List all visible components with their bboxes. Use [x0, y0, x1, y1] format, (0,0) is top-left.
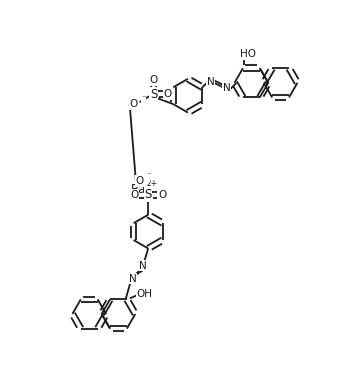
Text: Ba: Ba [130, 184, 146, 196]
Text: 2+: 2+ [147, 179, 158, 189]
Text: O: O [130, 190, 139, 200]
Text: O: O [135, 176, 143, 186]
Text: ⁻: ⁻ [141, 95, 146, 104]
Text: O: O [129, 99, 138, 109]
Text: S: S [150, 88, 157, 101]
Text: HO: HO [240, 49, 256, 59]
Text: O: O [158, 190, 166, 200]
Text: N: N [129, 274, 136, 284]
Text: ⁻: ⁻ [147, 171, 152, 181]
Text: OH: OH [137, 290, 153, 299]
Text: N: N [223, 83, 230, 93]
Text: N: N [207, 77, 214, 87]
Text: O: O [149, 75, 158, 86]
Text: O: O [163, 89, 172, 99]
Text: N: N [139, 261, 147, 271]
Text: S: S [144, 188, 152, 201]
